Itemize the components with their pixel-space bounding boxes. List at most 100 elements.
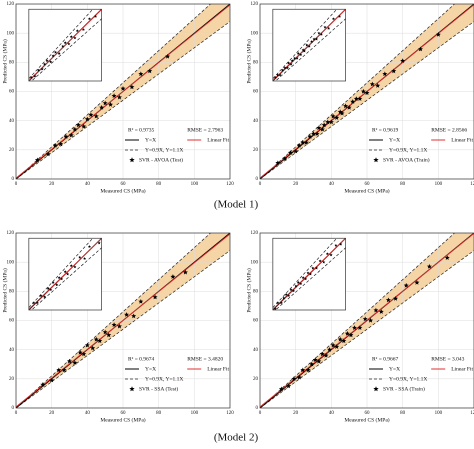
data-point: [414, 279, 420, 285]
data-point: [294, 284, 298, 288]
data-point: [354, 229, 357, 232]
data-point: [49, 377, 55, 383]
y-tick-label: 60: [9, 90, 15, 95]
bound-line: [272, 9, 338, 79]
data-point: [88, 112, 94, 117]
data-point: [61, 44, 65, 48]
data-point: [54, 50, 58, 54]
r2-annotation: R² = 0.9674: [128, 356, 155, 362]
data-point: [352, 325, 357, 330]
data-point: [296, 374, 302, 380]
x-tick-label: 120: [470, 411, 474, 416]
data-point: [279, 301, 283, 305]
data-point: [39, 294, 43, 297]
data-point: [120, 85, 126, 91]
legend-label: Y=0.9X, Y=1.1X: [145, 376, 183, 382]
legend-label: Y=X: [389, 366, 400, 372]
data-point: [60, 277, 64, 281]
data-point: [330, 113, 336, 119]
data-point: [67, 358, 72, 364]
data-point: [403, 282, 409, 288]
data-point: [325, 252, 329, 256]
data-point: [305, 367, 311, 373]
data-point: [393, 296, 399, 301]
rmse-annotation: RMSE = 3.043: [431, 356, 464, 362]
y-tick-label: 120: [7, 2, 15, 7]
data-point: [316, 358, 322, 364]
data-point: [346, 104, 352, 110]
data-point: [444, 255, 450, 260]
data-point: [264, 87, 267, 90]
data-point: [317, 31, 321, 35]
data-point: [35, 301, 39, 305]
data-point: [73, 36, 77, 40]
y-tick-label: 20: [253, 148, 259, 153]
data-point: [312, 37, 316, 41]
bound-line: [260, 4, 456, 179]
data-point: [323, 352, 329, 358]
data-point: [319, 351, 325, 357]
data-point: [301, 48, 305, 52]
data-point: [78, 255, 82, 259]
y-tick-label: 120: [251, 2, 259, 7]
x-tick-label: 100: [191, 182, 199, 187]
y-axis-label: Predicted CS (MPa): [1, 39, 8, 83]
bound-line: [275, 247, 346, 310]
legend-label: SVR - AVOA (Test): [139, 156, 183, 163]
data-point: [299, 53, 303, 56]
data-point: [282, 296, 286, 300]
y-tick-label: 40: [9, 119, 15, 124]
plot-area: [16, 4, 230, 179]
data-point: [318, 259, 322, 263]
x-tick-label: 0: [15, 182, 18, 187]
data-point: [102, 100, 108, 106]
data-point: [360, 88, 366, 94]
caption: (Model 2): [214, 432, 259, 444]
x-tick-label: 20: [49, 411, 55, 416]
data-point: [266, 314, 269, 317]
data-point: [40, 67, 44, 71]
frame: [28, 237, 102, 311]
data-point: [305, 43, 309, 47]
data-point: [325, 119, 331, 125]
data-point: [110, 225, 113, 228]
data-point: [289, 62, 293, 66]
data-point: [170, 274, 176, 279]
data-point: [75, 29, 79, 33]
data-point: [58, 141, 64, 147]
data-point: [330, 342, 336, 348]
x-tick-label: 20: [49, 182, 55, 187]
data-point: [111, 93, 117, 98]
data-point: [353, 96, 359, 101]
data-point: [106, 332, 112, 338]
y-tick-label: 0: [12, 406, 15, 411]
data-point: [81, 351, 87, 357]
data-point: [276, 73, 280, 77]
x-tick-label: 60: [121, 182, 127, 187]
data-point: [276, 301, 280, 305]
x-tick-label: 120: [470, 182, 474, 187]
data-point: [51, 54, 55, 58]
data-point: [291, 289, 295, 293]
data-point: [378, 309, 384, 314]
data-point: [97, 241, 101, 245]
data-point: [108, 102, 113, 107]
data-point: [37, 68, 41, 72]
data-point: [327, 26, 331, 30]
y-axis-label: Predicted CS (MPa): [245, 268, 252, 312]
y-tick-label: 120: [251, 231, 259, 236]
data-point: [273, 75, 277, 79]
data-point: [426, 263, 432, 269]
data-point: [329, 253, 333, 257]
x-tick-label: 60: [365, 411, 371, 416]
data-point: [300, 367, 306, 373]
data-point: [287, 61, 291, 65]
data-point: [97, 338, 103, 344]
data-point: [316, 125, 322, 131]
legend-swatch: [129, 386, 135, 392]
data-point: [93, 113, 99, 119]
data-point: [296, 142, 302, 148]
data-point: [52, 142, 58, 148]
legend-label: Linear Fit: [451, 137, 473, 143]
data-point: [102, 329, 108, 335]
